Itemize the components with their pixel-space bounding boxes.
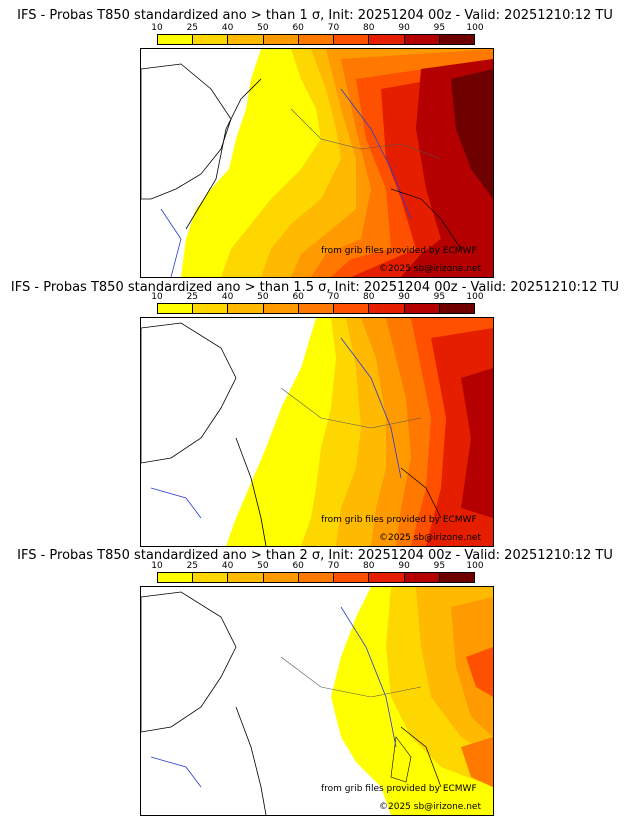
swatch bbox=[228, 35, 264, 44]
swatch bbox=[404, 304, 440, 313]
panel-1-colorbar: 10 25 40 50 60 70 80 90 95 100 bbox=[151, 23, 484, 45]
tick: 100 bbox=[466, 561, 484, 571]
panel-2-map: from grib files provided by ECMWF ©2025 … bbox=[140, 317, 494, 547]
swatch bbox=[158, 35, 194, 44]
swatch bbox=[334, 304, 370, 313]
tick: 95 bbox=[433, 561, 446, 571]
tick: 10 bbox=[151, 561, 163, 571]
tick: 100 bbox=[466, 23, 484, 33]
colorbar-swatches bbox=[157, 34, 475, 45]
tick: 60 bbox=[292, 23, 304, 33]
swatch bbox=[369, 304, 405, 313]
colorbar-swatches bbox=[157, 303, 475, 314]
swatch bbox=[298, 304, 335, 313]
swatch bbox=[158, 573, 194, 582]
swatch bbox=[158, 304, 194, 313]
panel-1-title: IFS - Probas T850 standardized ano > tha… bbox=[17, 8, 613, 23]
tick: 80 bbox=[363, 561, 375, 571]
panel-3-title: IFS - Probas T850 standardized ano > tha… bbox=[17, 548, 613, 563]
panel-1-map: from grib files provided by ECMWF ©2025 … bbox=[140, 48, 494, 278]
swatch bbox=[263, 573, 299, 582]
tick: 95 bbox=[433, 23, 446, 33]
copyright-credit: ©2025 sb@irizone.net bbox=[379, 264, 481, 274]
tick: 90 bbox=[398, 23, 410, 33]
tick: 70 bbox=[327, 23, 340, 33]
colorbar-swatches bbox=[157, 572, 475, 583]
swatch bbox=[193, 304, 229, 313]
swatch bbox=[298, 573, 335, 582]
swatch bbox=[404, 573, 440, 582]
tick: 25 bbox=[186, 561, 199, 571]
swatch bbox=[369, 573, 405, 582]
tick: 60 bbox=[292, 561, 304, 571]
tick: 50 bbox=[257, 23, 269, 33]
probability-field-3 bbox=[141, 587, 493, 815]
tick: 100 bbox=[466, 292, 484, 302]
tick: 70 bbox=[327, 561, 340, 571]
tick: 50 bbox=[257, 561, 269, 571]
swatch bbox=[263, 35, 299, 44]
swatch bbox=[298, 35, 335, 44]
tick: 40 bbox=[221, 23, 234, 33]
swatch bbox=[334, 35, 370, 44]
source-credit: from grib files provided by ECMWF bbox=[321, 246, 477, 256]
swatch bbox=[263, 304, 299, 313]
panel-2-colorbar: 10 25 40 50 60 70 80 90 95 100 bbox=[151, 292, 484, 314]
source-credit: from grib files provided by ECMWF bbox=[321, 515, 477, 525]
probability-field-1 bbox=[141, 49, 493, 277]
tick: 80 bbox=[363, 292, 375, 302]
swatch bbox=[439, 573, 474, 582]
probability-field-2 bbox=[141, 318, 493, 546]
tick: 60 bbox=[292, 292, 304, 302]
panel-3-map: from grib files provided by ECMWF ©2025 … bbox=[140, 586, 494, 816]
panel-2-title: IFS - Probas T850 standardized ano > tha… bbox=[10, 280, 620, 295]
swatch bbox=[228, 304, 264, 313]
tick: 25 bbox=[186, 23, 199, 33]
tick: 40 bbox=[221, 292, 234, 302]
tick: 40 bbox=[221, 561, 234, 571]
tick: 80 bbox=[363, 23, 375, 33]
tick: 10 bbox=[151, 23, 163, 33]
tick: 95 bbox=[433, 292, 446, 302]
swatch bbox=[193, 35, 229, 44]
tick: 70 bbox=[327, 292, 340, 302]
swatch bbox=[404, 35, 440, 44]
swatch bbox=[439, 304, 474, 313]
tick: 10 bbox=[151, 292, 163, 302]
swatch bbox=[334, 573, 370, 582]
source-credit: from grib files provided by ECMWF bbox=[321, 784, 477, 794]
tick: 50 bbox=[257, 292, 269, 302]
copyright-credit: ©2025 sb@irizone.net bbox=[379, 802, 481, 812]
swatch bbox=[439, 35, 474, 44]
tick: 90 bbox=[398, 292, 410, 302]
tick: 90 bbox=[398, 561, 410, 571]
swatch bbox=[193, 573, 229, 582]
tick: 25 bbox=[186, 292, 199, 302]
copyright-credit: ©2025 sb@irizone.net bbox=[379, 533, 481, 543]
swatch bbox=[228, 573, 264, 582]
panel-3-colorbar: 10 25 40 50 60 70 80 90 95 100 bbox=[151, 561, 484, 583]
swatch bbox=[369, 35, 405, 44]
